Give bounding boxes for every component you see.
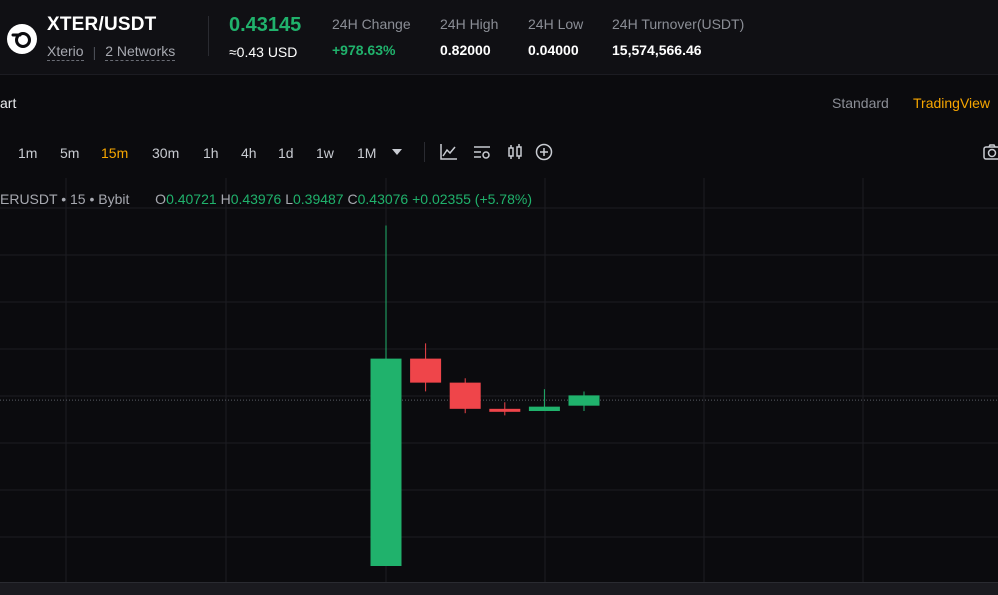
legend-high-label: H xyxy=(220,191,231,207)
candle-body xyxy=(489,408,521,412)
legend-change: +0.02355 (+5.78%) xyxy=(412,191,532,207)
candles-group xyxy=(370,225,600,566)
market-header: XTER/USDT Xterio | 2 Networks 0.43145 ≈0… xyxy=(0,0,998,75)
timeframe-1m[interactable]: 1m xyxy=(18,145,38,161)
legend-symbol: ERUSDT xyxy=(0,191,58,207)
ohlc-legend: ERUSDT • 15 • Bybit O0.40721 H0.43976 L0… xyxy=(0,191,532,207)
stat-label-high: 24H High xyxy=(440,16,499,32)
chart-grid xyxy=(0,178,998,582)
legend-low: 0.39487 xyxy=(292,191,344,207)
stat-label-low: 24H Low xyxy=(528,16,584,32)
token-subrow: Xterio | 2 Networks xyxy=(47,43,176,61)
legend-interval: 15 xyxy=(70,191,86,207)
timeframe-1h[interactable]: 1h xyxy=(203,145,219,161)
legend-close-label: C xyxy=(347,191,358,207)
stat-label-change: 24H Change xyxy=(332,16,411,32)
chart-section-title: art xyxy=(0,95,17,111)
token-name-link[interactable]: Xterio xyxy=(47,43,84,61)
token-logo-icon xyxy=(7,24,37,54)
timeframe-30m[interactable]: 30m xyxy=(152,145,180,161)
candle-body xyxy=(449,382,481,409)
pair-title[interactable]: XTER/USDT xyxy=(47,14,157,35)
candle-body xyxy=(528,406,560,412)
timeframe-5m[interactable]: 5m xyxy=(60,145,80,161)
legend-open: 0.40721 xyxy=(166,191,217,207)
header-divider xyxy=(208,16,209,56)
candle-body xyxy=(410,358,442,383)
legend-close: 0.43076 xyxy=(357,191,409,207)
legend-dot: • xyxy=(61,191,70,207)
indicators-icon[interactable] xyxy=(439,142,459,162)
stat-value-change: +978.63% xyxy=(332,42,396,58)
tab-tradingview[interactable]: TradingView xyxy=(913,95,991,111)
candle-body xyxy=(568,395,600,406)
tab-standard[interactable]: Standard xyxy=(832,95,889,111)
candle-body xyxy=(370,358,402,566)
add-icon[interactable] xyxy=(534,142,554,162)
timeframe-15m[interactable]: 15m xyxy=(101,145,129,161)
legend-dot: • xyxy=(89,191,99,207)
usd-price: ≈0.43 USD xyxy=(229,44,298,60)
stat-value-turnover: 15,574,566.46 xyxy=(612,42,702,58)
timeframe-1w[interactable]: 1w xyxy=(316,145,334,161)
chart-style-icon[interactable] xyxy=(472,142,492,162)
legend-open-label: O xyxy=(155,191,167,207)
timeframe-dropdown-icon[interactable] xyxy=(390,145,404,159)
timeframe-4h[interactable]: 4h xyxy=(241,145,257,161)
toolbar-divider xyxy=(424,142,425,162)
camera-icon[interactable] xyxy=(982,142,998,162)
stat-label-turnover: 24H Turnover(USDT) xyxy=(612,16,745,32)
last-price: 0.43145 xyxy=(229,14,302,36)
legend-exchange: Bybit xyxy=(98,191,130,207)
timeframe-1d[interactable]: 1d xyxy=(278,145,294,161)
chart-bottom-bar xyxy=(0,582,998,595)
networks-link[interactable]: 2 Networks xyxy=(105,43,176,61)
timeframe-1M[interactable]: 1M xyxy=(357,145,377,161)
subrow-divider: | xyxy=(92,44,97,60)
legend-high: 0.43976 xyxy=(230,191,282,207)
legend-low-label: L xyxy=(285,191,293,207)
stat-value-high: 0.82000 xyxy=(440,42,491,58)
stat-value-low: 0.04000 xyxy=(528,42,579,58)
candles-icon[interactable] xyxy=(505,142,525,162)
price-chart[interactable] xyxy=(0,178,998,582)
